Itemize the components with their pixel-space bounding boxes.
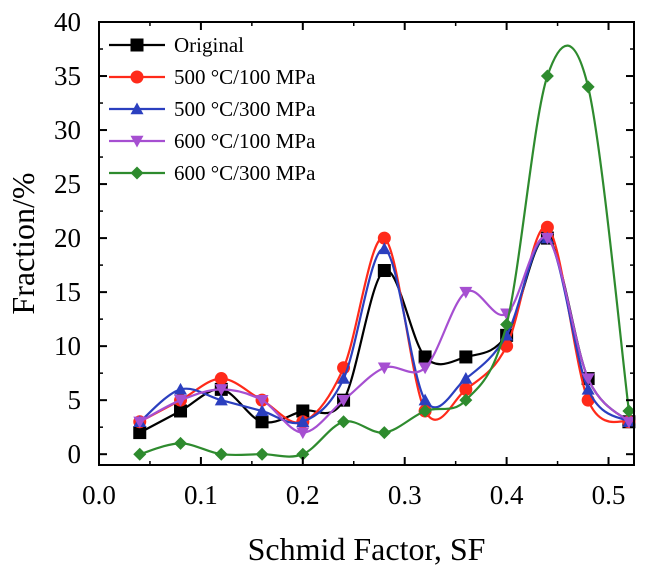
data-point	[459, 372, 473, 384]
data-point	[418, 350, 432, 364]
data-point	[581, 382, 595, 395]
data-point	[255, 394, 269, 407]
series-group	[133, 44, 636, 461]
data-point	[174, 394, 188, 407]
x-axis-title: Schmid Factor, SF	[248, 531, 486, 567]
data-point	[377, 426, 391, 440]
x-tick-label: 0.0	[82, 480, 116, 510]
y-axis-title: Fraction/%	[5, 172, 41, 314]
data-point	[459, 393, 473, 407]
series-line	[139, 236, 630, 434]
data-point	[540, 69, 554, 83]
data-point	[418, 393, 432, 406]
data-point	[133, 416, 147, 429]
y-tick-label: 40	[54, 7, 81, 37]
data-point	[174, 382, 188, 395]
axes-layer: 0.0 0.1 0.2 0.3 0.4 0.5 0 5 10 15 20 25 30 35 40	[54, 7, 634, 510]
data-point	[174, 436, 188, 450]
x-tick-label: 0.4	[490, 480, 524, 510]
data-point	[581, 80, 595, 94]
data-point	[500, 318, 514, 332]
data-point	[377, 362, 391, 375]
y-tick-label: 35	[54, 61, 81, 91]
legend-label: 500 °C/300 MPa	[174, 97, 316, 121]
data-point	[622, 416, 636, 429]
data-point	[581, 373, 595, 386]
data-point	[337, 394, 351, 407]
data-point	[418, 362, 432, 375]
data-point	[214, 393, 228, 406]
data-point	[377, 231, 391, 245]
series-line	[139, 44, 630, 458]
y-tick-label: 10	[54, 331, 81, 361]
data-point	[174, 404, 188, 418]
data-point	[540, 220, 554, 234]
legend: Original 500 °C/100 MPa 500 °C/300 MPa 600 …	[109, 33, 316, 185]
series-layer	[133, 44, 636, 461]
legend-marker	[130, 135, 144, 148]
legend-marker	[130, 166, 144, 180]
x-tick-label: 0.3	[388, 480, 422, 510]
data-point	[459, 382, 473, 396]
legend-marker	[130, 70, 144, 84]
data-point	[255, 415, 269, 429]
data-point	[214, 384, 228, 396]
y-tick-label: 15	[54, 277, 81, 307]
data-point	[622, 404, 636, 418]
x-tick-label: 0.5	[592, 480, 626, 510]
data-point	[459, 350, 473, 364]
legend-label: Original	[174, 33, 244, 57]
y-tick-label: 0	[68, 439, 82, 469]
data-point	[377, 242, 391, 255]
data-point	[255, 404, 269, 417]
data-point	[377, 264, 391, 278]
data-point	[459, 286, 473, 299]
plot-frame	[98, 21, 635, 466]
legend-label: 500 °C/100 MPa	[174, 65, 316, 89]
data-point	[581, 393, 595, 407]
legend-marker	[130, 38, 144, 52]
data-point	[255, 447, 269, 461]
data-point	[214, 447, 228, 461]
data-point	[296, 447, 310, 461]
y-tick-label: 20	[54, 223, 81, 253]
x-tick-label: 0.1	[184, 480, 218, 510]
legend-marker	[130, 102, 144, 115]
legend-label: 600 °C/300 MPa	[174, 161, 316, 185]
data-point	[337, 372, 351, 384]
data-point	[540, 232, 554, 245]
data-point	[296, 427, 310, 440]
y-tick-label: 5	[68, 385, 82, 415]
data-point	[133, 426, 147, 440]
data-point	[296, 404, 310, 418]
data-point	[296, 415, 310, 427]
y-tick-label: 25	[54, 169, 81, 199]
data-point	[337, 415, 351, 429]
data-point	[500, 339, 514, 353]
data-point	[133, 447, 147, 461]
legend-label: 600 °C/100 MPa	[174, 129, 316, 153]
data-point	[214, 372, 228, 386]
x-tick-label: 0.2	[286, 480, 320, 510]
y-tick-label: 30	[54, 115, 81, 145]
data-point	[418, 404, 432, 418]
